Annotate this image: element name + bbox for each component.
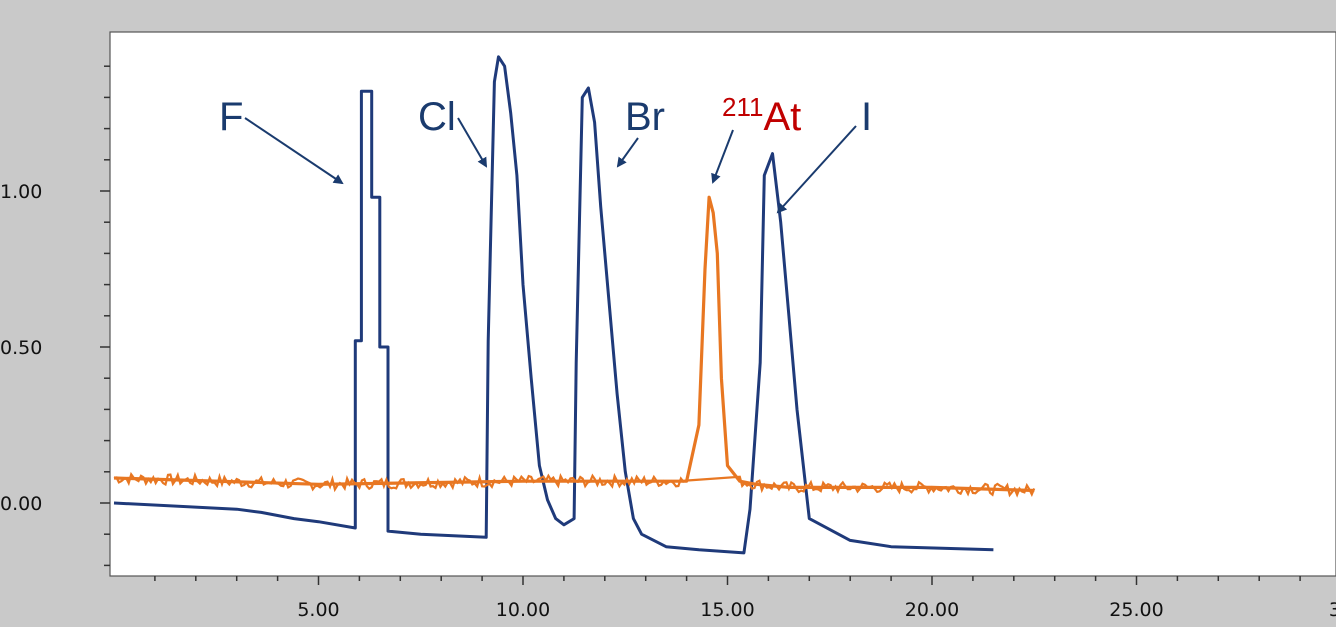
x-axis: 5.00 10.00 15.00 20.00 25.00 30 xyxy=(154,576,1336,621)
peak-label-at: 211At xyxy=(722,92,801,139)
peak-label-cl: Cl xyxy=(418,95,456,139)
arrow-i xyxy=(776,125,857,214)
x-tick-label: 25.00 xyxy=(1109,599,1163,621)
x-tick-label: 20.00 xyxy=(905,599,959,621)
astatine-baseline-noise xyxy=(113,471,1036,498)
y-axis: 1.00 0.50 0.00 xyxy=(0,65,110,567)
peak-label-br: Br xyxy=(625,95,665,139)
y-tick-label: 1.00 xyxy=(0,181,42,203)
arrow-at xyxy=(711,129,734,184)
x-tick-label: 30 xyxy=(1329,599,1336,621)
x-tick-label: 5.00 xyxy=(297,599,339,621)
peak-annotations: F Cl Br 211At I xyxy=(219,92,872,214)
series-layer xyxy=(113,55,1036,555)
peak-label-f: F xyxy=(219,95,243,139)
x-tick-label: 10.00 xyxy=(496,599,550,621)
peak-label-i: I xyxy=(861,95,872,139)
y-tick-label: 0.50 xyxy=(0,337,42,359)
x-tick-label: 15.00 xyxy=(700,599,754,621)
y-tick-label: 0.00 xyxy=(0,493,42,515)
arrow-br xyxy=(616,137,639,168)
arrow-f xyxy=(244,117,344,185)
series-line-halides xyxy=(113,55,994,555)
arrow-cl xyxy=(457,117,488,168)
